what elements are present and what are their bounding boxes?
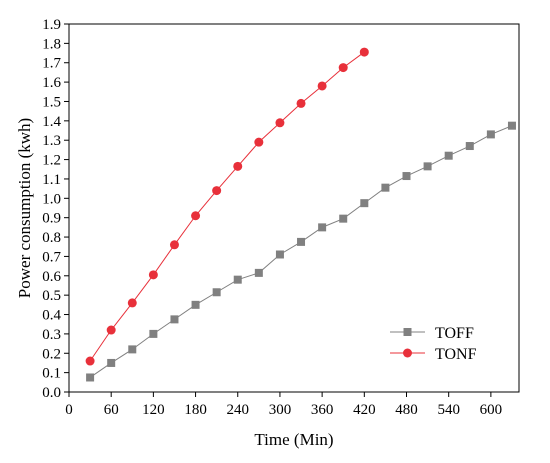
- y-tick-label: 0.4: [42, 308, 61, 324]
- x-axis-label: Time (Min): [254, 430, 333, 449]
- data-point-tonf: [317, 81, 327, 91]
- y-tick-label: 0.2: [42, 346, 61, 362]
- y-tick-label: 1.6: [42, 75, 61, 91]
- series-layer: [85, 47, 516, 382]
- data-point-toff: [170, 315, 179, 324]
- data-point-toff: [107, 358, 116, 367]
- data-point-toff: [423, 162, 432, 171]
- data-point-tonf: [296, 98, 306, 108]
- data-point-tonf: [275, 118, 285, 128]
- y-tick-label: 0.0: [42, 385, 61, 401]
- y-tick-label: 1.7: [42, 56, 61, 72]
- data-point-tonf: [338, 63, 348, 73]
- x-axis-ticks: 0 60 120 180 240 300 360 420 480 540 600: [65, 392, 502, 418]
- data-point-tonf: [254, 137, 264, 147]
- data-point-tonf: [359, 47, 369, 57]
- x-tick-label: 0: [65, 402, 73, 418]
- y-tick-label: 0.3: [42, 327, 61, 343]
- data-point-toff: [465, 142, 474, 151]
- data-point-toff: [86, 373, 95, 382]
- x-tick-label: 600: [480, 402, 503, 418]
- data-point-tonf: [148, 270, 158, 280]
- data-point-toff: [318, 223, 327, 232]
- x-tick-label: 300: [269, 402, 292, 418]
- data-point-toff: [233, 275, 242, 284]
- series-line-tonf: [89, 51, 365, 362]
- data-point-toff: [381, 183, 390, 192]
- x-tick-label: 420: [353, 402, 376, 418]
- data-point-toff: [444, 151, 453, 160]
- y-tick-label: 1.8: [42, 36, 61, 52]
- data-point-toff: [486, 130, 495, 139]
- data-point-tonf: [85, 356, 95, 366]
- y-tick-label: 1.1: [42, 172, 61, 188]
- y-tick-label: 1.5: [42, 94, 61, 110]
- legend-marker-toff: [403, 328, 412, 336]
- data-point-tonf: [212, 186, 222, 196]
- legend-marker-tonf: [403, 348, 412, 358]
- data-point-toff: [339, 214, 348, 223]
- data-point-toff: [507, 121, 516, 130]
- legend-label-tonf: TONF: [435, 346, 477, 363]
- plot-frame: [68, 23, 520, 393]
- y-tick-label: 1.0: [42, 191, 61, 207]
- x-tick-label: 540: [437, 402, 460, 418]
- data-point-toff: [275, 250, 284, 259]
- y-tick-label: 0.1: [42, 366, 61, 382]
- data-point-tonf: [191, 211, 201, 221]
- x-tick-label: 360: [311, 402, 334, 418]
- y-tick-label: 0.9: [42, 211, 61, 227]
- y-axis-label: Power consumption (kwh): [15, 118, 34, 298]
- y-tick-label: 0.8: [42, 230, 61, 246]
- data-point-tonf: [233, 161, 243, 171]
- y-tick-label: 0.5: [42, 288, 61, 304]
- y-tick-label: 0.6: [42, 269, 61, 285]
- y-tick-label: 1.2: [42, 153, 61, 169]
- data-point-toff: [149, 329, 158, 338]
- x-tick-label: 240: [227, 402, 250, 418]
- x-tick-label: 60: [104, 402, 119, 418]
- data-point-toff: [254, 268, 263, 277]
- y-tick-label: 1.4: [42, 114, 61, 130]
- legend-label-toff: TOFF: [435, 325, 474, 342]
- data-point-tonf: [127, 298, 137, 308]
- data-point-toff: [212, 288, 221, 297]
- data-point-tonf: [106, 325, 116, 335]
- y-axis-ticks: 0.0 0.1 0.2 0.3 0.4 0.5 0.6 0.7 0.8 0.9 1.0 1.1 1.2 1…: [42, 17, 69, 401]
- data-point-toff: [128, 345, 137, 354]
- y-tick-label: 1.9: [42, 17, 61, 33]
- x-tick-label: 180: [184, 402, 207, 418]
- data-point-toff: [402, 172, 411, 181]
- y-tick-label: 1.3: [42, 133, 61, 149]
- data-point-toff: [360, 199, 369, 208]
- data-point-toff: [191, 300, 200, 309]
- y-tick-label: 0.7: [42, 249, 61, 265]
- x-tick-label: 480: [395, 402, 418, 418]
- data-point-tonf: [169, 240, 179, 250]
- data-point-toff: [297, 237, 306, 246]
- legend: TOFF TONF: [390, 325, 477, 363]
- x-tick-label: 120: [142, 402, 165, 418]
